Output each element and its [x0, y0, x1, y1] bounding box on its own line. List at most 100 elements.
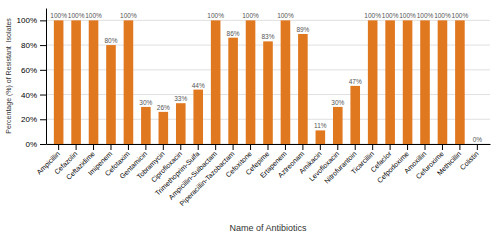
data-label: 100%: [417, 12, 434, 19]
data-label: 100%: [399, 12, 416, 19]
x-tick-label: Piperacillin-Tazobactam: [178, 150, 236, 208]
x-tick-mark: [372, 144, 373, 150]
x-tick-mark: [76, 144, 77, 150]
bar: [176, 103, 186, 144]
data-label: 100%: [242, 12, 259, 19]
data-label: 47%: [349, 78, 362, 85]
bar: [263, 41, 273, 144]
y-tick-label: 20%: [21, 115, 37, 124]
bar: [54, 20, 64, 144]
bar: [316, 130, 326, 144]
y-tick-mark: [40, 119, 46, 120]
bar: [473, 144, 483, 145]
x-tick-mark: [268, 144, 269, 150]
y-tick: 60%: [21, 66, 46, 75]
x-tick-mark: [320, 144, 321, 150]
bar: [438, 20, 448, 144]
y-tick-mark: [40, 45, 46, 46]
bar: [385, 20, 395, 144]
data-label: 30%: [331, 99, 344, 106]
y-tick-mark: [40, 70, 46, 71]
y-tick: 20%: [21, 115, 46, 124]
y-tick-label: 100%: [17, 16, 37, 25]
data-label: 100%: [452, 12, 469, 19]
bar: [420, 20, 430, 144]
x-tick-mark: [302, 144, 303, 150]
x-tick-mark: [459, 144, 460, 150]
data-label: 100%: [85, 12, 102, 19]
x-tick-mark: [145, 144, 146, 150]
data-label: 100%: [50, 12, 67, 19]
bar: [281, 20, 291, 144]
data-label: 0%: [473, 136, 483, 143]
y-tick-mark: [40, 95, 46, 96]
chart: 0% 20% 40% 60% 80% 100% AmpicillinCefazolinCef…: [0, 0, 500, 236]
data-label: 100%: [434, 12, 451, 19]
bar: [159, 112, 169, 144]
data-label: 100%: [207, 12, 224, 19]
y-tick: 0%: [25, 140, 46, 149]
x-tick-mark: [93, 144, 94, 150]
x-tick: Colistin: [459, 144, 480, 171]
data-label: 33%: [174, 95, 187, 102]
data-label: 100%: [120, 12, 137, 19]
grid: [46, 20, 490, 144]
x-tick-mark: [285, 144, 286, 150]
bar: [124, 20, 134, 144]
x-tick-mark: [442, 144, 443, 150]
plot: 0% 20% 40% 60% 80% 100% AmpicillinCefazolinCef…: [17, 9, 491, 208]
y-axis-title: Percentage (%) of Resistant Isolates: [5, 18, 13, 134]
x-tick-mark: [128, 144, 129, 150]
x-axis-title: Name of Antibiotics: [229, 223, 307, 233]
y-tick-label: 40%: [21, 91, 37, 100]
y-axis: 0% 20% 40% 60% 80% 100%: [17, 9, 47, 150]
data-labels: 100%100%100%80%100%30%26%33%44%100%86%10…: [50, 12, 482, 143]
x-tick-mark: [58, 144, 59, 150]
bar: [71, 20, 81, 144]
bar: [211, 20, 221, 144]
data-label: 100%: [382, 12, 399, 19]
y-tick-mark: [40, 20, 46, 21]
bar: [368, 20, 378, 144]
bar: [350, 86, 360, 144]
data-label: 89%: [296, 26, 309, 33]
x-tick-mark: [407, 144, 408, 150]
data-label: 100%: [277, 12, 294, 19]
x-tick: Cefpodoxime: [376, 144, 411, 185]
x-tick-mark: [215, 144, 216, 150]
x-tick-label: Colistin: [459, 150, 480, 171]
y-tick: 40%: [21, 91, 46, 100]
x-tick: Methicillin: [436, 144, 463, 177]
data-label: 83%: [261, 33, 274, 40]
data-label: 80%: [104, 37, 117, 44]
x-tick-mark: [163, 144, 164, 150]
y-tick: 80%: [21, 41, 46, 50]
bar: [141, 107, 151, 144]
data-label: 26%: [157, 104, 170, 111]
y-tick-label: 60%: [21, 66, 37, 75]
data-label: 44%: [192, 82, 205, 89]
x-tick-mark: [337, 144, 338, 150]
bar: [333, 107, 343, 144]
x-tick-mark: [355, 144, 356, 150]
x-tick-mark: [233, 144, 234, 150]
data-label: 30%: [139, 99, 152, 106]
x-tick-mark: [390, 144, 391, 150]
bar: [403, 20, 413, 144]
x-tick-mark: [425, 144, 426, 150]
y-axis-line: [46, 9, 47, 145]
y-tick-mark: [40, 144, 46, 145]
x-tick: Nitrofurantoin: [323, 144, 358, 185]
x-axis: AmpicillinCefazolinCeftazidimeImipenemCe…: [35, 144, 490, 208]
y-tick-label: 0%: [25, 140, 37, 149]
bar: [298, 34, 308, 144]
bars: [54, 20, 465, 144]
x-tick-mark: [110, 144, 111, 150]
bar: [106, 45, 116, 144]
data-label: 86%: [227, 30, 240, 37]
data-label: 100%: [68, 12, 85, 19]
x-tick-mark: [477, 144, 478, 150]
x-tick-mark: [198, 144, 199, 150]
y-tick: 100%: [17, 16, 46, 25]
bar: [246, 20, 256, 144]
